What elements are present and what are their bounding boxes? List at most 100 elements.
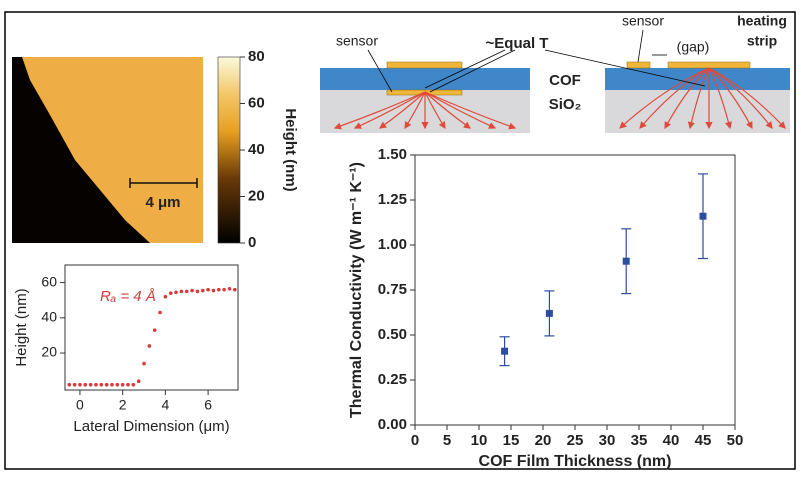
line-point [227,286,232,291]
colorbar-tick-label: 80 [248,48,265,65]
x-tick-label: 10 [471,432,488,449]
line-point [83,382,88,387]
line-point [147,344,152,348]
x-tick-label: 25 [567,432,584,449]
x-tick-label: 45 [695,432,712,449]
colorbar [217,56,241,244]
pointer [424,49,506,89]
heat-arrow [708,67,753,130]
heat-arrow [619,67,710,129]
line-point [110,382,114,387]
line-point [195,289,200,294]
line-point [174,290,178,295]
line-point [104,382,109,387]
label: strip [747,33,777,49]
heat-arrow [424,91,471,129]
line-point [216,287,221,292]
scale-bar-label: 4 μm [145,194,180,211]
pointer [637,29,644,63]
x-tick-label: 40 [663,432,680,449]
x-tick-label: 15 [503,432,520,449]
x-tick-label: 2 [119,397,127,413]
line-point [72,382,77,387]
x-tick-label: 0 [411,432,419,449]
heat-arrow [424,91,517,130]
line-point [206,287,210,292]
colorbar-tick-label: 60 [248,94,265,111]
plot-area [64,264,239,391]
y-tick-label: 0.00 [378,416,407,433]
heat-arrow [708,67,786,129]
line-point [152,328,157,332]
x-tick-label: 30 [599,432,616,449]
y-tick-label: 0.50 [378,326,407,343]
point [545,309,553,317]
line-point [88,382,93,387]
x-axis-label: COF Film Thickness (nm) [479,453,672,470]
y-tick-label: 40 [41,309,57,325]
x-tick-label: 35 [631,432,648,449]
y-tick-label: 20 [41,344,57,360]
label: SiO₂ [549,96,582,113]
heat-arrow [687,67,710,130]
line-point [136,379,141,383]
x-tick-label: 4 [161,397,169,413]
pointer [429,49,516,93]
line-point [99,382,104,387]
heat-arrow [353,91,426,129]
label: heating [737,13,787,29]
x-tick-label: 0 [76,397,84,413]
line-point [115,382,120,387]
point [501,347,509,355]
y-tick-label: 0.25 [378,371,407,388]
line-point [168,291,173,295]
y-axis-label: Thermal Conductivity (W m⁻¹ K⁻¹) [348,162,365,418]
y-tick-label: 1.00 [378,236,407,253]
line-point [126,382,130,387]
pointer [367,49,393,93]
line-point [163,294,168,299]
heat-arrow [424,91,446,130]
heat-arrow [404,91,426,130]
line-point [78,382,82,387]
annotation: Rₐ = 4 Å [100,288,156,305]
sensor-strip [626,61,651,69]
heat-arrow [379,91,426,129]
point [699,212,707,220]
colorbar-tick-label: 40 [248,141,265,158]
heat-arrow [424,91,497,129]
y-axis-label: Height (nm) [13,288,30,366]
heat-arrow [708,67,732,130]
line-point [184,289,189,294]
line-point [120,382,125,387]
line-point [211,288,216,293]
heat-arrow [664,67,710,130]
heat-arrow [333,91,426,130]
y-tick-label: 1.50 [378,146,407,163]
sio2-layer [605,90,790,133]
sensor-strip [386,61,463,69]
point [622,257,630,265]
line-point [94,382,98,387]
y-tick-label: 0.75 [378,281,407,298]
frame [4,11,796,470]
line-point [131,382,136,387]
x-axis-label: Lateral Dimension (μm) [73,418,229,435]
heat-arrow [708,67,773,129]
colorbar-label: Height (nm) [282,108,299,191]
y-tick-label: 60 [41,273,57,289]
label: (gap) [677,39,710,55]
pointer [544,49,706,87]
x-tick-label: 5 [443,432,451,449]
line-point [232,287,237,292]
label: COF [549,72,581,89]
line-point [190,288,194,293]
line-point [200,288,205,293]
line-point [158,310,162,315]
x-tick-label: 50 [727,432,744,449]
line-point [222,287,226,292]
afm-dark-region [12,57,150,243]
label: ~Equal T [486,35,549,52]
plot-area [414,154,736,426]
